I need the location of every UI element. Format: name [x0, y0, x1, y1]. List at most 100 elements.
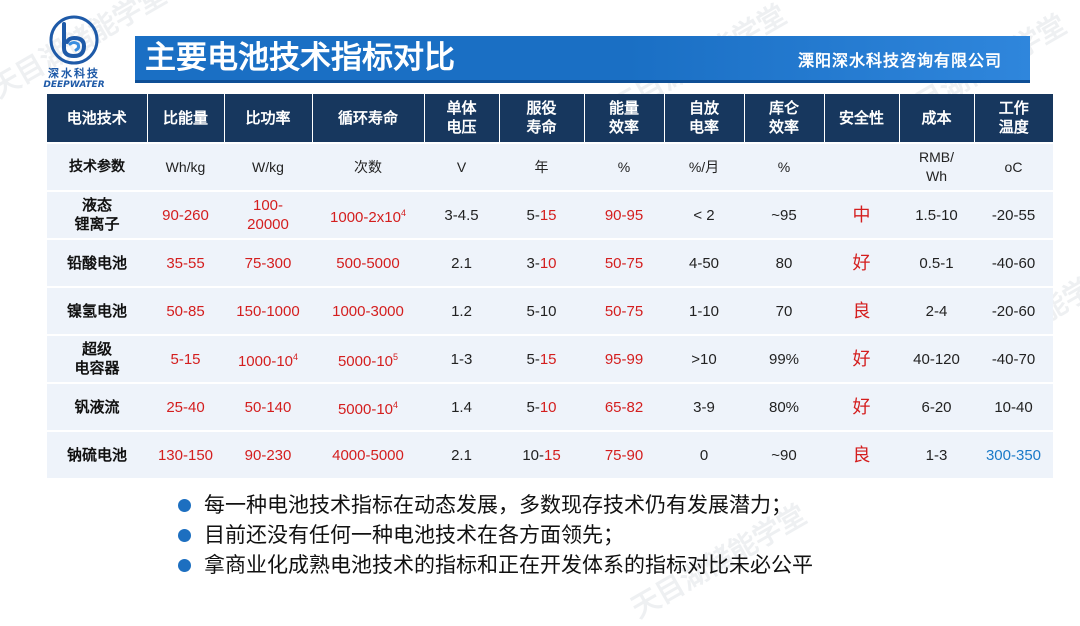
temperature-value: -20-55: [974, 190, 1053, 239]
service-life-low: 10-: [522, 446, 544, 464]
bullet-text: 拿商业化成熟电池技术的指标和正在开发体系的指标对比未必公平: [204, 553, 813, 577]
safety-value: 好: [824, 334, 899, 383]
voltage-value: 1-3: [424, 334, 499, 383]
page-title: 主要电池技术指标对比: [145, 40, 455, 76]
column-header: 比能量: [147, 94, 225, 143]
bullet-item: 目前还没有任何一种电池技术在各方面领先；: [178, 520, 1058, 550]
cycle-value: 5000-105: [312, 334, 424, 383]
table-row: 镍氢电池 50-85 150-1000 1000-3000 1.2 5-10 50-75 1-…: [47, 286, 1053, 335]
self-discharge-value: 3-9: [664, 382, 744, 431]
param-unit: W/kg: [224, 142, 312, 191]
coulomb-efficiency-value: 80: [744, 238, 824, 287]
energy-value: 25-40: [147, 382, 224, 431]
column-header: 服役 寿命: [499, 94, 585, 143]
table-row: 铅酸电池 35-55 75-300 500-5000 2.1 3-10 50-75 4-50 8…: [47, 238, 1053, 287]
bullet-item: 拿商业化成熟电池技术的指标和正在开发体系的指标对比未必公平: [178, 550, 1058, 580]
cycle-value: 500-5000: [312, 238, 424, 287]
battery-name: 镍氢电池: [47, 286, 147, 335]
energy-value: 35-55: [147, 238, 224, 287]
company-logo: 深水科技 DEEPWATER: [36, 14, 112, 94]
service-life-low: 3-: [526, 254, 540, 272]
title-bar: 主要电池技术指标对比 溧阳深水科技咨询有限公司: [135, 36, 1030, 83]
cost-value: 40-120: [899, 334, 974, 383]
self-discharge-value: < 2: [664, 190, 744, 239]
cycle-value: 5000-104: [312, 382, 424, 431]
power-value: 50-140: [224, 382, 312, 431]
service-life-high: 15: [539, 350, 557, 368]
efficiency-value: 75-90: [584, 430, 664, 478]
battery-name: 液态 锂离子: [47, 190, 147, 239]
service-life-value: 5-15: [499, 334, 584, 383]
column-header: 电池技术: [47, 94, 148, 143]
param-unit: Wh/kg: [147, 142, 224, 191]
voltage-value: 1.2: [424, 286, 499, 335]
column-header: 库仑 效率: [744, 94, 825, 143]
service-life-value: 5-15: [499, 190, 584, 239]
safety-value: 好: [824, 238, 899, 287]
temperature-value: 10-40: [974, 382, 1053, 431]
param-unit: oC: [974, 142, 1053, 191]
table-header-row: 电池技术 比能量 比功率 循环寿命 单体 电压 服役 寿命 能量 效率 自放 电率 库仑 效率 安全性 成本工…: [47, 94, 1053, 143]
param-unit: RMB/Wh: [899, 142, 974, 191]
coulomb-efficiency-value: 80%: [744, 382, 824, 431]
bullet-text: 目前还没有任何一种电池技术在各方面领先；: [204, 523, 624, 547]
table-row: 液态 锂离子 90-260 100- 20000 1000-2x104 3-4.5 5-15 9…: [47, 190, 1053, 239]
column-header: 成本: [899, 94, 975, 143]
table-row: 超级 电容器 5-15 1000-104 5000-105 1-3 5-15 95-99 >10…: [47, 334, 1053, 383]
bullet-dot-icon: [178, 499, 191, 512]
efficiency-value: 90-95: [584, 190, 664, 239]
temperature-value: 300-350: [974, 430, 1053, 478]
cost-value: 1.5-10: [899, 190, 974, 239]
service-life-value: 10-15: [499, 430, 584, 478]
battery-name: 钒液流: [47, 382, 147, 431]
power-exponent: 4: [293, 351, 299, 362]
param-unit: 年: [499, 142, 584, 191]
temperature-value: -40-70: [974, 334, 1053, 383]
temperature-value: -40-60: [974, 238, 1053, 287]
power-value: 75-300: [224, 238, 312, 287]
temperature-value: -20-60: [974, 286, 1053, 335]
cycle-value: 1000-3000: [312, 286, 424, 335]
cycle-exponent: 4: [393, 399, 399, 410]
column-header: 比功率: [224, 94, 313, 143]
self-discharge-value: 4-50: [664, 238, 744, 287]
cycle-value: 4000-5000: [312, 430, 424, 478]
params-label: 技术参数: [47, 142, 147, 191]
logo-cn-text: 深水科技: [48, 67, 100, 80]
safety-value: 良: [824, 430, 899, 478]
param-unit: %/月: [664, 142, 744, 191]
power-value: 150-1000: [224, 286, 312, 335]
param-unit: %: [744, 142, 824, 191]
cycle-exponent: 5: [393, 351, 399, 362]
battery-comparison-table: 电池技术 比能量 比功率 循环寿命 单体 电压 服役 寿命 能量 效率 自放 电率 库仑 效率 安全性 成本工…: [47, 94, 1053, 478]
energy-value: 90-260: [147, 190, 224, 239]
energy-value: 130-150: [147, 430, 224, 478]
service-life-high: 10: [539, 398, 557, 416]
param-unit: 次数: [312, 142, 424, 191]
bullet-text: 每一种电池技术指标在动态发展，多数现存技术仍有发展潜力；: [204, 493, 792, 517]
service-life-high: 10: [539, 254, 557, 272]
table-row: 钒液流 25-40 50-140 5000-104 1.4 5-10 65-82 3-9 80%…: [47, 382, 1053, 431]
voltage-value: 2.1: [424, 430, 499, 478]
self-discharge-value: 0: [664, 430, 744, 478]
power-value: 90-230: [224, 430, 312, 478]
efficiency-value: 65-82: [584, 382, 664, 431]
table-params-row: 技术参数 Wh/kg W/kg 次数 V 年% %/月% RMB/Wh oC: [47, 142, 1053, 191]
logo-icon: [49, 15, 99, 65]
column-header: 循环寿命: [312, 94, 425, 143]
safety-value: 中: [824, 190, 899, 239]
cost-value: 0.5-1: [899, 238, 974, 287]
voltage-value: 3-4.5: [424, 190, 499, 239]
safety-value: 良: [824, 286, 899, 335]
self-discharge-value: 1-10: [664, 286, 744, 335]
cost-value: 1-3: [899, 430, 974, 478]
table-row: 钠硫电池 130-150 90-230 4000-5000 2.1 10-15 75-90 0…: [47, 430, 1053, 478]
service-life-high: 15: [544, 446, 561, 464]
service-life-low: 5-: [526, 206, 540, 224]
coulomb-efficiency-value: ~95: [744, 190, 824, 239]
battery-name: 铅酸电池: [47, 238, 147, 287]
voltage-value: 2.1: [424, 238, 499, 287]
cost-value: 2-4: [899, 286, 974, 335]
cost-value: 6-20: [899, 382, 974, 431]
battery-name: 超级 电容器: [47, 334, 147, 383]
